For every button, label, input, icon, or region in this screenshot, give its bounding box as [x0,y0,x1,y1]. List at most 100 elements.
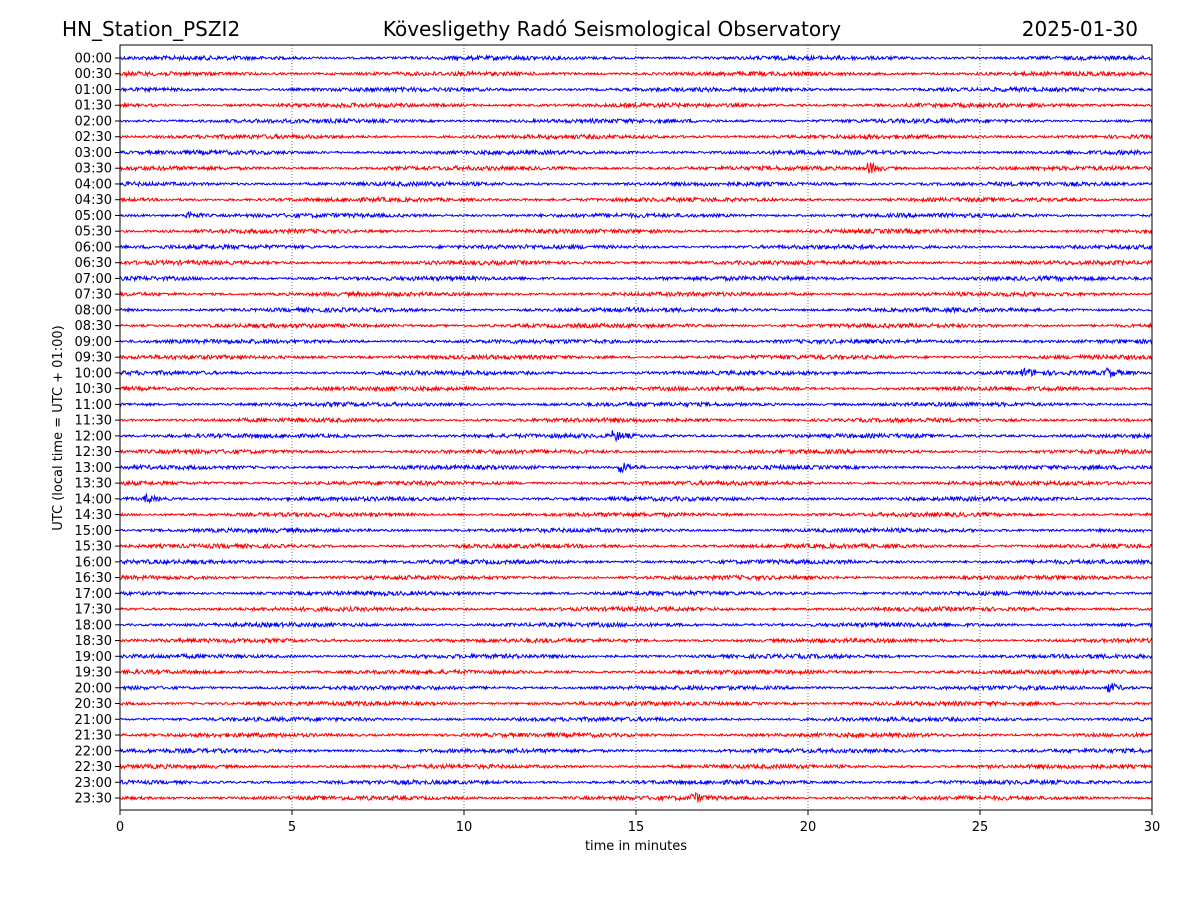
y-tick-label: 17:30 [75,603,112,618]
trace-0100 [119,85,1153,94]
trace-0500 [119,210,1153,220]
y-tick-label: 02:30 [75,130,112,145]
trace-2030 [119,699,1153,708]
trace-2300 [119,778,1153,787]
y-tick-label: 18:30 [75,634,112,649]
y-tick-label: 07:30 [75,288,112,303]
trace-1200 [119,430,1153,443]
x-axis-label: time in minutes [585,839,687,854]
grid-lines [291,45,981,810]
y-tick-label: 00:00 [75,52,112,67]
y-tick-label: 10:30 [75,382,112,397]
y-tick-label: 07:00 [75,272,112,287]
y-tick-label: 06:00 [75,240,112,255]
trace-0300 [119,148,1153,157]
y-tick-label: 00:30 [75,67,112,82]
y-tick-label: 17:00 [75,587,112,602]
y-tick-label: 23:00 [75,776,112,791]
x-tick-label: 5 [288,820,296,835]
y-tick-label: 12:00 [75,429,112,444]
y-axis-label: UTC (local time = UTC + 01:00) [51,325,66,530]
y-tick-label: 06:30 [75,256,112,271]
trace-1800 [119,620,1153,629]
y-tick-label: 20:00 [75,681,112,696]
y-tick-label: 08:00 [75,303,112,318]
y-tick-label: 23:30 [75,792,112,807]
trace-1430 [119,510,1153,519]
trace-0130 [119,101,1153,110]
trace-0000 [119,53,1153,62]
y-tick-label: 05:00 [75,209,112,224]
y-tick-label: 16:30 [75,571,112,586]
y-tick-label: 12:30 [75,445,112,460]
trace-1500 [119,526,1153,535]
trace-1230 [119,447,1153,456]
y-tick-label: 21:00 [75,713,112,728]
trace-1900 [119,652,1153,661]
trace-1330 [119,479,1152,488]
y-tick-label: 03:30 [75,162,112,177]
trace-1600 [119,558,1153,566]
date-title: 2025-01-30 [1022,17,1138,41]
y-tick-label: 09:00 [75,335,112,350]
x-tick-label: 25 [972,820,989,835]
trace-2000 [119,682,1153,694]
trace-1400 [119,492,1153,504]
trace-1000 [119,366,1153,378]
y-tick-label: 13:00 [75,461,112,476]
trace-0830 [119,321,1153,330]
y-tick-label: 04:00 [75,177,112,192]
trace-1130 [119,416,1153,425]
trace-0600 [119,243,1153,251]
trace-1030 [119,384,1153,393]
y-tick-label: 19:00 [75,650,112,665]
trace-0630 [119,258,1153,267]
trace-0200 [119,116,1153,125]
y-tick-label: 03:00 [75,146,112,161]
trace-1930 [119,668,1153,676]
trace-0930 [119,353,1153,362]
trace-1100 [119,400,1153,409]
y-tick-label: 13:30 [75,477,112,492]
y-tick-label: 14:00 [75,492,112,507]
y-tick-label: 22:30 [75,760,112,775]
y-tick-label: 09:30 [75,351,112,366]
y-tick-label: 04:30 [75,193,112,208]
y-tick-label: 02:00 [75,114,112,129]
y-tick-label: 21:30 [75,729,112,744]
trace-0900 [119,337,1153,346]
x-tick-label: 0 [116,820,124,835]
trace-0230 [119,132,1153,141]
y-tick-label: 01:00 [75,83,112,98]
trace-2230 [119,762,1153,771]
trace-1300 [120,462,1153,474]
x-axis: 0 5 10 15 20 25 30 [116,810,1160,835]
trace-0700 [119,274,1153,283]
x-tick-label: 30 [1144,820,1161,835]
y-tick-label: 05:30 [75,225,112,240]
trace-2330 [119,791,1153,803]
y-axis: 00:0000:3001:0001:3002:0002:3003:0003:30… [75,52,120,807]
trace-1730 [119,604,1153,613]
y-tick-label: 16:00 [75,555,112,570]
y-tick-label: 15:30 [75,540,112,555]
trace-0430 [119,195,1153,204]
station-title: HN_Station_PSZI2 [62,17,240,41]
chart-title: Kövesligethy Radó Seismological Observat… [383,17,841,41]
y-tick-label: 08:30 [75,319,112,334]
seismic-traces [119,53,1153,803]
y-tick-label: 11:00 [75,398,112,413]
y-tick-label: 20:30 [75,697,112,712]
y-tick-label: 11:30 [75,414,112,429]
trace-1700 [119,589,1153,598]
trace-0730 [119,290,1153,299]
y-tick-label: 22:00 [75,744,112,759]
x-tick-label: 20 [800,820,817,835]
trace-2100 [119,715,1153,724]
trace-1530 [119,542,1153,550]
y-tick-label: 14:30 [75,508,112,523]
trace-0400 [119,180,1153,188]
trace-0800 [119,305,1152,314]
x-tick-label: 15 [628,820,645,835]
